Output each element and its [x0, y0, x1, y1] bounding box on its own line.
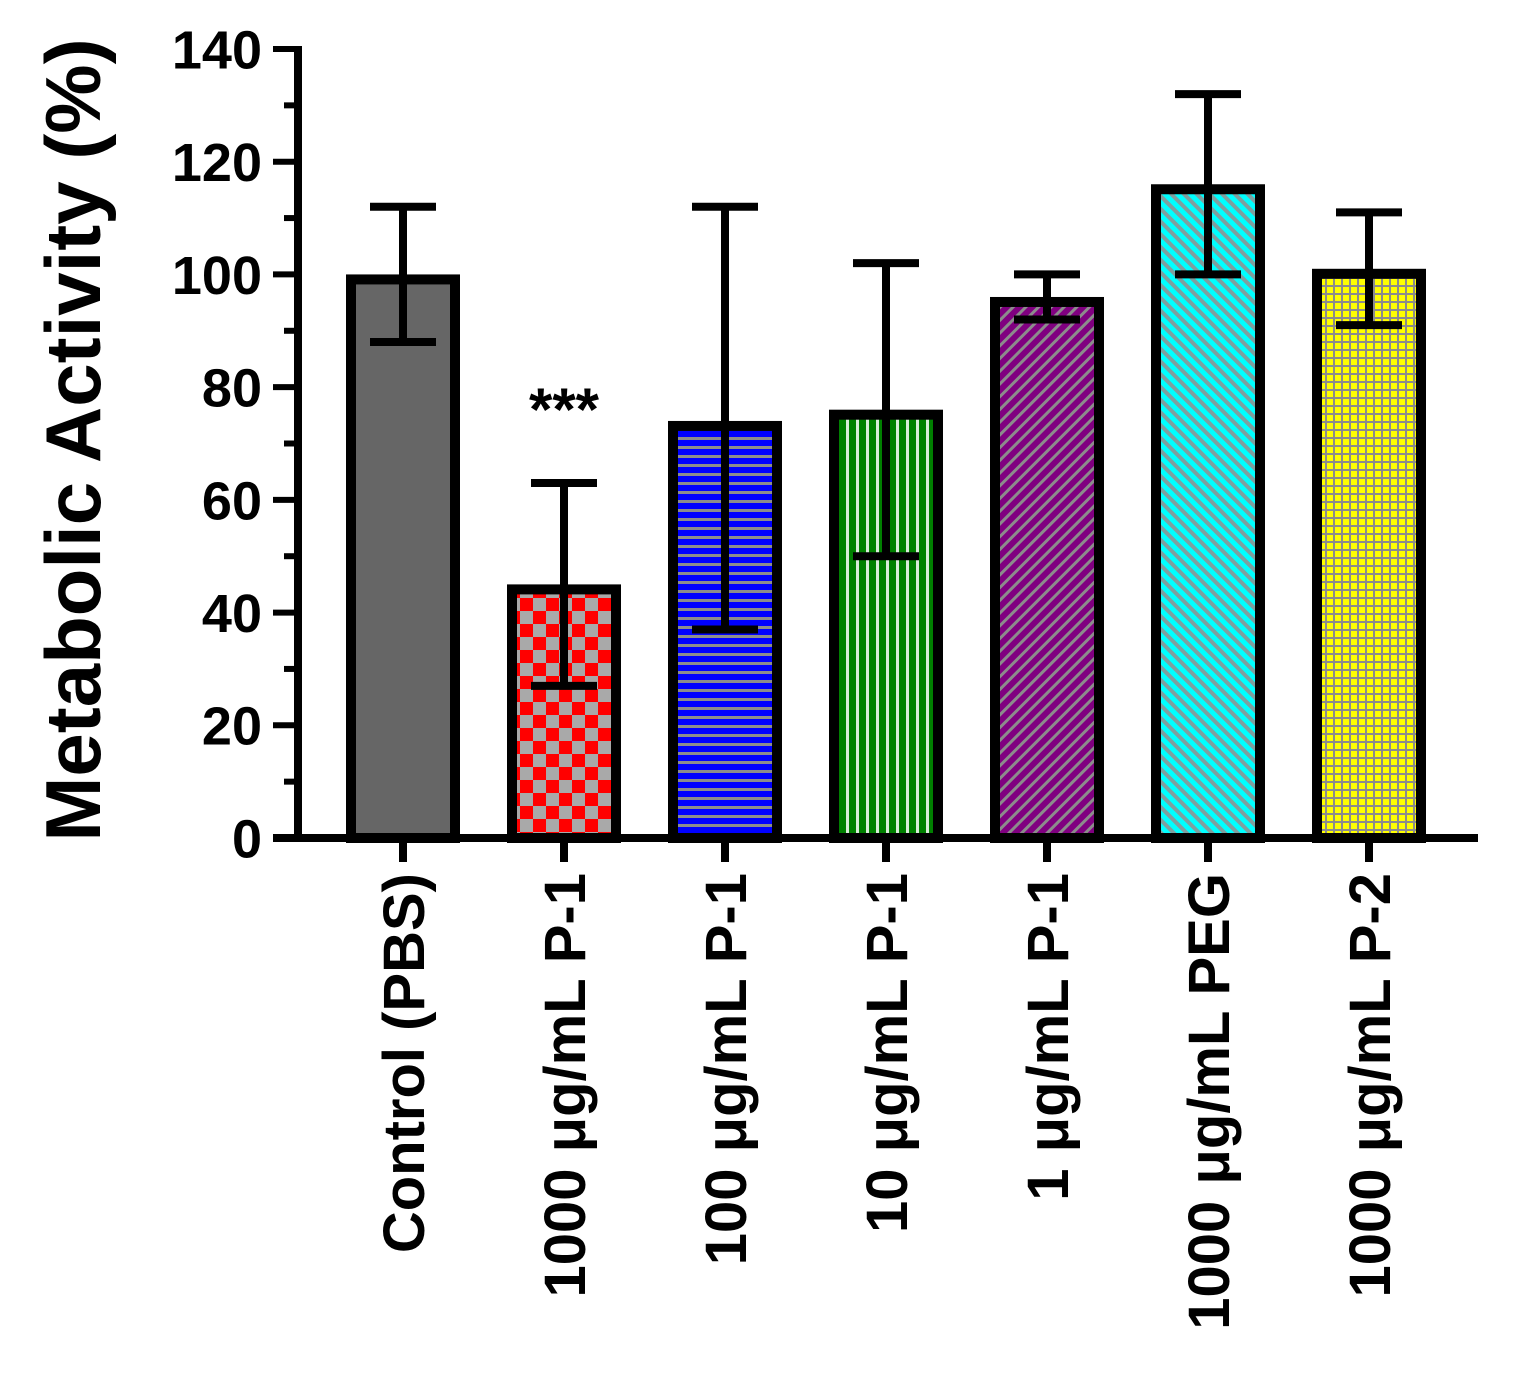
x-tick-label-2: 1000 μg/mL P-1: [533, 873, 598, 1298]
x-tick-label-3: 100 μg/mL P-1: [694, 873, 759, 1265]
y-tick-label-40: 40: [202, 584, 262, 644]
bar-6: [1151, 184, 1265, 843]
x-tick-label-6: 1000 μg/mL PEG: [1177, 873, 1242, 1330]
y-tick-label-100: 100: [172, 246, 262, 306]
y-tick-label-60: 60: [202, 471, 262, 531]
y-tick-label-140: 140: [172, 20, 262, 80]
bar-7: [1312, 268, 1426, 843]
y-tick-label-120: 120: [172, 133, 262, 193]
bar-5: [990, 296, 1104, 843]
x-tick-label-5: 1 μg/mL P-1: [1016, 873, 1081, 1201]
y-tick-label-80: 80: [202, 359, 262, 419]
bar-1: [346, 274, 460, 843]
plot-area: 0 20 40 60 80 100 120 140 Control (PBS) 1000 μg/m…: [172, 20, 1478, 1330]
y-tick-label-0: 0: [232, 809, 262, 869]
y-axis-title: Metabolic Activity (%): [29, 38, 117, 841]
significance-annotation-1: ***: [529, 376, 600, 443]
y-tick-label-20: 20: [202, 697, 262, 757]
x-tick-label-4: 10 μg/mL P-1: [855, 873, 920, 1233]
x-tick-label-7: 1000 μg/mL P-2: [1338, 873, 1403, 1298]
x-tick-label-1: Control (PBS): [372, 873, 437, 1253]
